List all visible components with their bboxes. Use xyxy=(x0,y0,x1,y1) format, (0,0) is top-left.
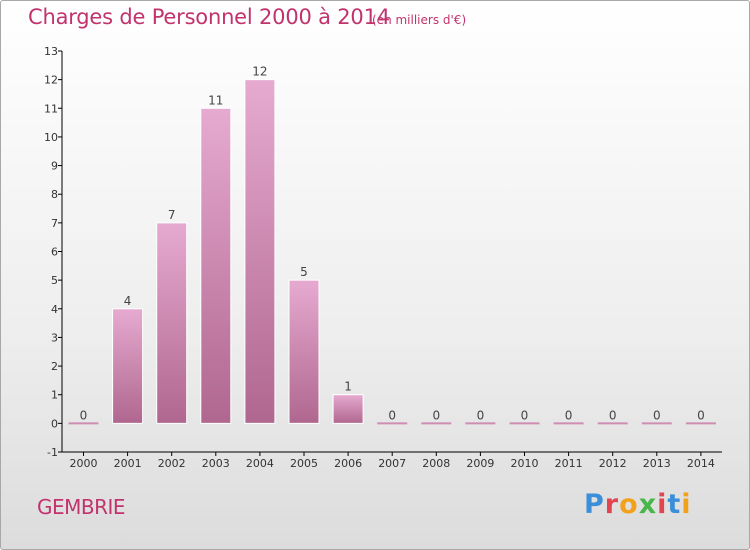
bar xyxy=(509,422,540,425)
y-tick-label: 4 xyxy=(51,303,58,316)
x-tick-label: 2003 xyxy=(202,457,230,470)
bar xyxy=(421,422,452,425)
y-tick-label: 10 xyxy=(44,131,58,144)
data-label: 0 xyxy=(388,408,396,422)
chart-title: Charges de Personnel 2000 à 2014 xyxy=(28,5,390,29)
data-label: 0 xyxy=(521,408,529,422)
x-tick-label: 2014 xyxy=(687,457,715,470)
x-tick-label: 2000 xyxy=(70,457,98,470)
data-label: 0 xyxy=(697,408,705,422)
x-tick-label: 2002 xyxy=(158,457,186,470)
bar xyxy=(112,308,144,424)
data-label: 0 xyxy=(653,408,661,422)
y-tick-label: 8 xyxy=(51,188,58,201)
bar xyxy=(553,422,584,425)
data-label: 0 xyxy=(609,408,617,422)
data-label: 12 xyxy=(252,65,267,79)
x-tick-label: 2011 xyxy=(555,457,583,470)
y-tick-label: 12 xyxy=(44,74,58,87)
y-tick-label: 7 xyxy=(51,217,58,230)
y-tick-label: 6 xyxy=(51,246,58,259)
x-tick-label: 2006 xyxy=(334,457,362,470)
y-tick-label: 11 xyxy=(44,102,58,115)
data-label: 1 xyxy=(344,380,352,394)
proxiti-logo: Proxiti xyxy=(584,489,692,520)
y-tick-label: -1 xyxy=(47,446,58,459)
x-tick-label: 2013 xyxy=(643,457,671,470)
y-tick-label: 13 xyxy=(44,45,58,58)
x-tick-label: 2010 xyxy=(511,457,539,470)
y-tick-label: 2 xyxy=(51,360,58,373)
x-tick-label: 2012 xyxy=(599,457,627,470)
x-tick-label: 2007 xyxy=(378,457,406,470)
data-label: 5 xyxy=(300,265,308,279)
bar xyxy=(685,422,716,425)
x-tick-label: 2001 xyxy=(114,457,142,470)
data-label: 0 xyxy=(565,408,573,422)
commune-name: GEMBRIE xyxy=(37,495,126,519)
bar xyxy=(156,222,188,424)
y-tick-label: 9 xyxy=(51,160,58,173)
y-tick-label: 5 xyxy=(51,274,58,287)
bar xyxy=(377,422,408,425)
bar xyxy=(200,107,232,424)
x-tick-label: 2008 xyxy=(422,457,450,470)
x-tick-label: 2004 xyxy=(246,457,274,470)
y-tick-label: 0 xyxy=(51,417,58,430)
chart-subtitle: (en milliers d'€) xyxy=(372,13,467,27)
x-tick-label: 2005 xyxy=(290,457,318,470)
bar xyxy=(332,394,364,424)
bar xyxy=(68,422,99,425)
data-label: 0 xyxy=(80,408,88,422)
y-tick-label: 3 xyxy=(51,331,58,344)
data-label: 11 xyxy=(208,93,223,107)
bar xyxy=(288,279,320,424)
data-label: 0 xyxy=(432,408,440,422)
y-tick-label: 1 xyxy=(51,389,58,402)
bar xyxy=(641,422,672,425)
bar xyxy=(465,422,496,425)
x-tick-label: 2009 xyxy=(466,457,494,470)
data-label: 0 xyxy=(477,408,485,422)
bar xyxy=(597,422,628,425)
data-label: 4 xyxy=(124,294,132,308)
data-label: 7 xyxy=(168,208,176,222)
bar xyxy=(244,79,276,424)
